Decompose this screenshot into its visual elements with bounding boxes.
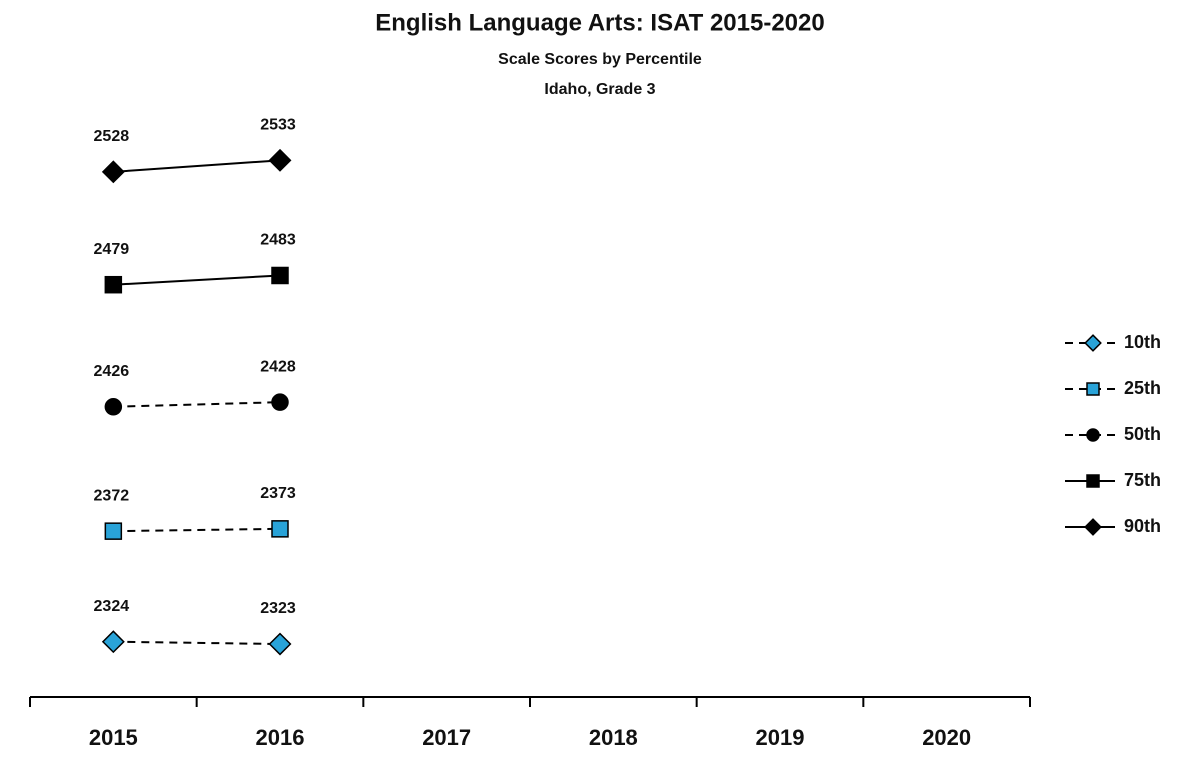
marker [268, 632, 292, 656]
x-tick-label: 2016 [256, 725, 305, 750]
x-tick-label: 2018 [589, 725, 638, 750]
marker [271, 393, 289, 411]
marker [1086, 474, 1100, 488]
marker [271, 520, 289, 538]
chart-subtitle: Scale Scores by Percentile [498, 51, 702, 68]
series-line [113, 159, 281, 173]
legend-label: 10th [1124, 332, 1161, 352]
series-line [113, 274, 281, 286]
data-label: 2373 [260, 485, 296, 502]
marker [271, 266, 289, 285]
marker [1084, 334, 1102, 352]
x-tick-label: 2020 [922, 725, 971, 750]
x-tick-label: 2015 [89, 725, 138, 750]
x-tick-label: 2017 [422, 725, 471, 750]
legend-label: 25th [1124, 378, 1161, 398]
legend-label: 90th [1124, 516, 1161, 536]
data-label: 2426 [94, 363, 130, 380]
marker [104, 275, 123, 294]
data-label: 2428 [260, 358, 296, 375]
series-line [113, 401, 281, 408]
data-label: 2479 [94, 241, 130, 258]
data-label: 2533 [260, 117, 296, 134]
data-label: 2483 [260, 232, 296, 249]
data-label: 2528 [94, 128, 130, 145]
data-label: 2323 [260, 600, 296, 617]
marker [104, 398, 123, 416]
marker [268, 148, 292, 172]
series-line [113, 527, 281, 533]
marker [101, 630, 125, 654]
marker [1086, 382, 1100, 396]
chart-subtitle: Idaho, Grade 3 [544, 81, 655, 98]
legend-label: 75th [1124, 470, 1161, 490]
marker [1084, 518, 1102, 536]
legend-label: 50th [1124, 424, 1161, 444]
marker [1086, 428, 1100, 442]
data-label: 2372 [94, 487, 130, 504]
series-line [113, 640, 281, 646]
marker [101, 160, 125, 184]
x-tick-label: 2019 [756, 725, 805, 750]
marker [104, 522, 123, 540]
data-label: 2324 [94, 598, 130, 615]
chart-title: English Language Arts: ISAT 2015-2020 [375, 9, 824, 36]
